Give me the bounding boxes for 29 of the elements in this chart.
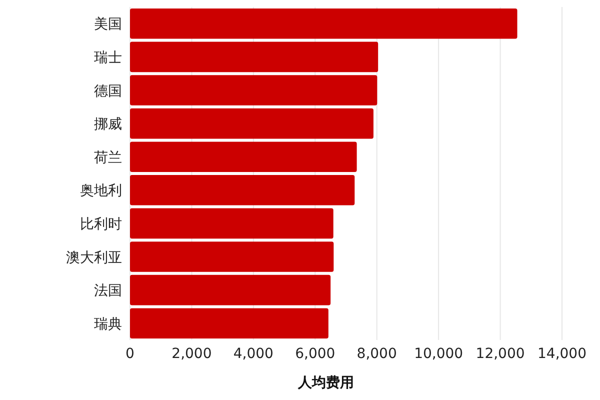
bar	[130, 75, 378, 106]
y-tick-label: 澳大利亚	[66, 250, 122, 266]
bar	[130, 242, 334, 272]
x-tick-label: 10,000	[414, 346, 464, 362]
y-tick-label: 德国	[94, 83, 122, 100]
y-tick-label: 比利时	[80, 216, 122, 232]
bar	[130, 108, 374, 139]
x-tick-label: 14,000	[538, 346, 586, 362]
y-tick-label: 奥地利	[80, 183, 122, 200]
bar	[130, 208, 334, 239]
y-tick-label: 法国	[94, 283, 122, 300]
bar	[130, 274, 331, 306]
x-tick-label: 4,000	[233, 346, 274, 362]
y-tick-label: 美国	[94, 16, 122, 33]
x-tick-label: 12,000	[476, 346, 525, 362]
bar	[130, 175, 355, 206]
bar	[130, 8, 518, 39]
y-tick-label: 瑞士	[94, 50, 122, 66]
y-tick-label: 挪威	[94, 116, 122, 133]
y-tick-label: 瑞典	[94, 316, 122, 332]
bar	[130, 308, 328, 338]
x-tick-label: 0	[126, 346, 134, 362]
x-axis-title: 人均费用	[297, 375, 354, 391]
x-tick-label: 2,000	[172, 346, 212, 362]
bar	[130, 42, 378, 72]
bar	[130, 142, 357, 172]
y-tick-label: 荷兰	[94, 150, 122, 166]
x-tick-label: 6,000	[295, 346, 336, 362]
x-tick-label: 8,000	[356, 346, 397, 362]
